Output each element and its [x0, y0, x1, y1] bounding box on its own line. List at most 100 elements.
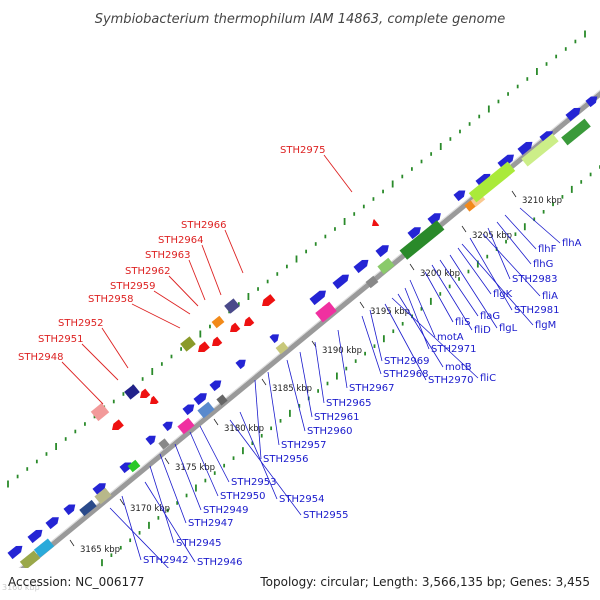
forward-label-leader: [384, 303, 427, 381]
scale-label: 3175 kbp: [175, 463, 215, 473]
scale-tick: [359, 301, 365, 309]
forward-gene-label: flaG: [480, 311, 500, 322]
misc-feature: [177, 417, 195, 435]
forward-label-leader: [361, 315, 382, 375]
forward-label-leader: [487, 227, 511, 280]
forward-gene-label: STH2969: [384, 356, 429, 367]
reverse-gene-label: STH2952: [58, 318, 103, 329]
misc-feature: [365, 275, 379, 289]
topology-text: Topology: circular; Length: 3,566,135 bp…: [259, 575, 590, 589]
scale-tick: [164, 457, 170, 465]
reverse-cds: [112, 419, 124, 430]
forward-label-leader: [189, 431, 219, 497]
forward-cds: [182, 404, 195, 416]
forward-cds: [497, 154, 514, 170]
forward-cds: [375, 245, 389, 258]
forward-cds: [209, 380, 222, 392]
reverse-label-leader: [131, 303, 181, 329]
scale-label: 3165 kbp: [80, 545, 120, 555]
reverse-gene-label: STH2958: [88, 294, 133, 305]
forward-label-leader: [314, 341, 325, 404]
forward-cds: [193, 393, 207, 406]
misc-feature: [158, 438, 170, 450]
rna-feature: [561, 118, 591, 146]
reverse-gene-label: STH2963: [145, 250, 190, 261]
forward-gene-label: STH2953: [231, 477, 276, 488]
misc-feature: [79, 499, 97, 517]
forward-cds: [407, 227, 421, 240]
reverse-label-leader: [81, 343, 119, 381]
accession-text: Accession: NC_006177: [8, 575, 144, 589]
forward-label-leader: [457, 247, 492, 295]
forward-label-leader: [229, 419, 302, 516]
forward-gene-label: STH2954: [279, 494, 324, 505]
forward-gene-label: STH2946: [197, 557, 242, 568]
forward-gene-label: STH2950: [220, 491, 265, 502]
scale-label: 3180 kbp: [224, 424, 264, 434]
reverse-cds: [372, 219, 380, 226]
forward-gene-label: STH2965: [326, 398, 371, 409]
forward-gene-label: STH2947: [188, 518, 233, 529]
reverse-gene-label: STH2966: [181, 220, 226, 231]
reverse-cds: [244, 316, 255, 326]
forward-gene-label: STH2945: [176, 538, 221, 549]
reverse-gene-labels: STH2975 STH2966 STH2964 STH2963 STH2962 STH29…: [18, 145, 353, 405]
forward-cds: [517, 141, 533, 156]
misc-feature: [90, 402, 110, 422]
misc-feature: [127, 459, 141, 473]
forward-gene-label: flhG: [533, 259, 553, 270]
reverse-cds: [262, 294, 276, 306]
forward-cds: [162, 421, 173, 432]
forward-label-leader: [461, 243, 534, 326]
forward-cds: [585, 96, 598, 108]
forward-gene-label: flhF: [538, 244, 557, 255]
forward-gene-label: STH2983: [512, 274, 557, 285]
forward-label-leader: [391, 297, 479, 379]
forward-cds: [539, 131, 553, 144]
scale-tick: [409, 263, 415, 271]
reverse-gene-label: STH2951: [38, 334, 83, 345]
misc-feature: [19, 550, 41, 570]
forward-label-leader: [254, 379, 262, 460]
forward-label-leader: [482, 233, 541, 297]
forward-label-leader: [109, 507, 180, 580]
forward-label-leader: [439, 259, 479, 317]
forward-gene-label: motA: [437, 332, 464, 343]
forward-gene-label: STH2970: [428, 375, 473, 386]
forward-label-leader: [199, 425, 230, 483]
forward-cds: [475, 173, 491, 188]
misc-feature: [275, 341, 289, 355]
forward-gene-label: STH2942: [143, 555, 188, 566]
forward-cds: [27, 529, 43, 544]
scale-label: 3200 kbp: [420, 269, 460, 279]
scale-tick: [119, 498, 125, 506]
forward-gene-label: STH2981: [514, 305, 559, 316]
forward-cds: [45, 517, 59, 530]
reverse-label-leader: [323, 154, 353, 193]
forward-cds: [145, 435, 156, 446]
reverse-label-leader: [224, 229, 244, 274]
forward-cds: [309, 290, 326, 306]
rna-feature: [399, 220, 445, 260]
forward-label-leader: [496, 221, 532, 265]
scale-tick: [261, 378, 267, 386]
forward-gene-label: STH2971: [431, 344, 476, 355]
reverse-label-leader: [101, 327, 129, 369]
forward-gene-label: STH2957: [281, 440, 326, 451]
forward-cds: [453, 190, 466, 202]
forward-label-leader: [239, 411, 278, 500]
forward-cds: [7, 545, 23, 560]
forward-cds: [353, 259, 369, 274]
reverse-cds: [212, 336, 223, 346]
forward-cds: [332, 274, 349, 290]
forward-label-leader: [121, 495, 142, 561]
reverse-gene-label: STH2964: [158, 235, 203, 246]
misc-feature: [33, 538, 55, 558]
forward-gene-label: flhA: [562, 238, 582, 249]
forward-cds: [269, 334, 279, 344]
forward-label-leader: [174, 443, 202, 511]
scale-label: 3185 kbp: [272, 384, 312, 394]
forward-cds: [92, 483, 106, 496]
map-title: Symbiobacterium thermophilum IAM 14863, …: [95, 12, 506, 27]
scale-tick: [461, 225, 467, 233]
